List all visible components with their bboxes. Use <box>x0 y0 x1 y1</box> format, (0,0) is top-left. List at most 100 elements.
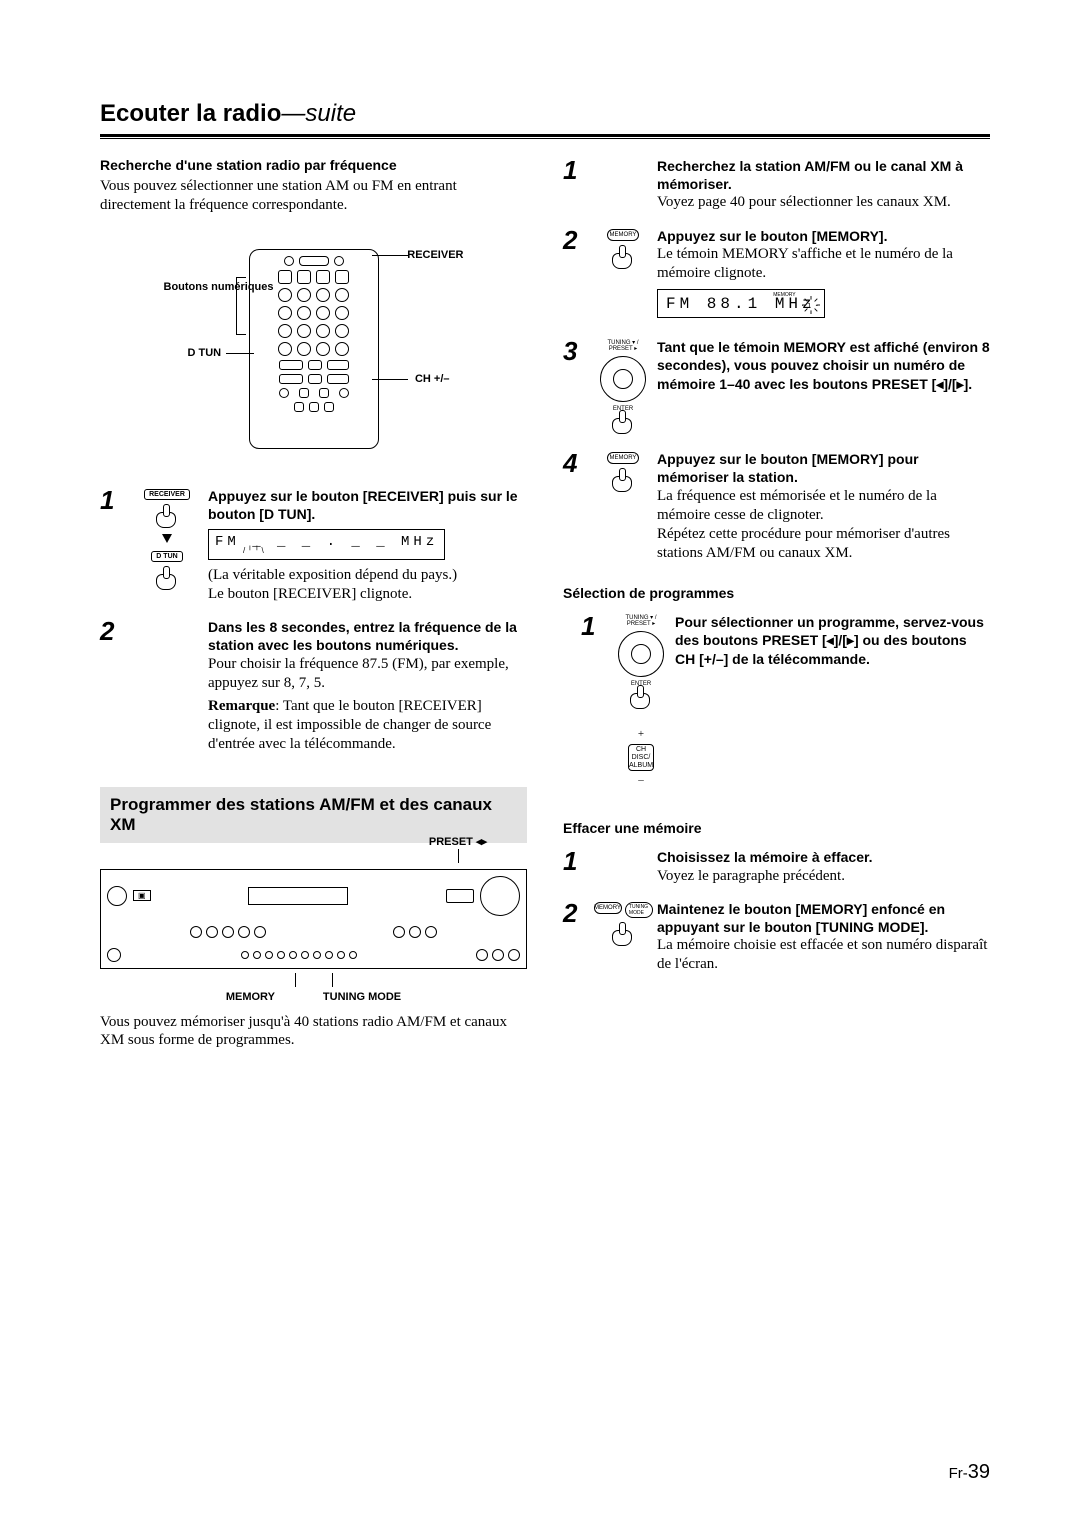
selection-step-1: 1 TUNING ▾ / PRESET ▸ ENTER + CH DISC/ A… <box>563 613 990 786</box>
left-step-2: 2 Dans les 8 secondes, entrez la fréquen… <box>100 618 527 754</box>
step-bold: Choisissez la mémoire à effacer. <box>657 848 990 866</box>
preset-label: PRESET ◂▸ <box>429 835 487 848</box>
page-num: 39 <box>968 1461 990 1483</box>
step-num: 1 <box>563 157 589 213</box>
memory-button-icon: MEMORY <box>607 229 639 241</box>
hand-icon <box>152 566 182 592</box>
step-content: Recherchez la station AM/FM ou le canal … <box>657 157 990 213</box>
erase-heading: Effacer une mémoire <box>563 820 990 836</box>
title-main: Ecouter la radio <box>100 100 281 127</box>
hand-icon <box>608 410 638 436</box>
hand-icon <box>608 245 638 271</box>
step-text: Pour choisir la fréquence 87.5 (FM), par… <box>208 655 527 693</box>
step-text: Le bouton [RECEIVER] clignote. <box>208 585 527 604</box>
step-num: 1 <box>581 613 607 786</box>
right-step-1: 1 Recherchez la station AM/FM ou le cana… <box>563 157 990 213</box>
tuning-mode-label: TUNING MODE <box>323 991 401 1003</box>
line <box>372 255 408 256</box>
diagram <box>599 157 647 213</box>
lcd-blink-icon: -1- <box>802 296 820 314</box>
ch-chip: CH DISC/ ALBUM <box>628 744 654 771</box>
program-text: Vous pouvez mémoriser jusqu'à 40 station… <box>100 1013 527 1051</box>
diagram: MEMORY TUNING MODE <box>599 900 647 975</box>
diagram: TUNING ▾ / PRESET ▸ ENTER + CH DISC/ ALB… <box>617 613 665 786</box>
remark-label: Remarque <box>208 698 275 714</box>
minus-icon: – <box>638 775 644 786</box>
label-receiver: RECEIVER <box>407 249 463 261</box>
lcd-display: FM 88.1 MHz MEMORY -1- <box>657 289 825 318</box>
step-num: 3 <box>563 338 589 436</box>
step-text: La fréquence est mémorisée et le numéro … <box>657 487 990 525</box>
step-bold: Tant que le témoin MEMORY est affiché (e… <box>657 338 990 393</box>
dtun-button-icon: D TUN <box>151 551 182 562</box>
page-prefix: Fr- <box>949 1465 968 1482</box>
receiver-diagram-wrap: PRESET ◂▸ ▣ <box>100 855 527 1003</box>
step-num: 1 <box>563 848 589 885</box>
remote-diagram <box>249 249 379 449</box>
erase-step-2: 2 MEMORY TUNING MODE Maintenez le bouton… <box>563 900 990 975</box>
diagram: TUNING ▾ / PRESET ▸ ENTER <box>599 338 647 436</box>
step-num: 1 <box>100 487 126 605</box>
step-content: Tant que le témoin MEMORY est affiché (e… <box>657 338 990 436</box>
dpad-top-label: TUNING ▾ / PRESET ▸ <box>599 340 647 352</box>
title-rule <box>100 134 990 139</box>
right-step-3: 3 TUNING ▾ / PRESET ▸ ENTER Tant que le … <box>563 338 990 436</box>
page-title: Ecouter la radio—suite <box>100 100 990 128</box>
memory-button-icon: MEMORY <box>594 902 622 914</box>
step-num: 2 <box>563 900 589 975</box>
step-content: Pour sélectionner un programme, servez-v… <box>675 613 990 786</box>
step-content: Appuyez sur le bouton [MEMORY] pour mémo… <box>657 450 990 563</box>
right-column: 1 Recherchez la station AM/FM ou le cana… <box>563 157 990 1060</box>
label-ch: CH +/– <box>415 373 450 385</box>
step-bold: Appuyez sur le bouton [MEMORY]. <box>657 227 990 245</box>
memory-button-icon: MEMORY <box>607 452 639 464</box>
step-bold: Pour sélectionner un programme, servez-v… <box>675 613 990 668</box>
step-text: Voyez le paragraphe précédent. <box>657 867 990 886</box>
lcd-memory-flag: MEMORY <box>773 292 795 298</box>
diagram: MEMORY <box>599 450 647 563</box>
step-num: 2 <box>100 618 126 754</box>
diagram <box>599 848 647 885</box>
hand-icon <box>608 922 638 948</box>
step-bold: Dans les 8 secondes, entrez la fréquence… <box>208 618 527 654</box>
step-num: 4 <box>563 450 589 563</box>
step-text: Répétez cette procédure pour mémoriser d… <box>657 525 990 563</box>
left-step-1: 1 RECEIVER D TUN Appuyez sur le bouton [… <box>100 487 527 605</box>
title-suite: suite <box>305 100 356 127</box>
right-step-2: 2 MEMORY Appuyez sur le bouton [MEMORY].… <box>563 227 990 325</box>
right-step-4: 4 MEMORY Appuyez sur le bouton [MEMORY] … <box>563 450 990 563</box>
tuning-mode-button-icon: TUNING MODE <box>625 902 653 918</box>
content-columns: Recherche d'une station radio par fréque… <box>100 157 990 1060</box>
arrow-down-icon <box>162 534 172 543</box>
diagram: MEMORY <box>599 227 647 325</box>
dpad-top-label: TUNING ▾ / PRESET ▸ <box>617 615 665 627</box>
plus-icon: + <box>638 729 644 740</box>
step2-diagram <box>136 618 198 754</box>
step-content: Maintenez le bouton [MEMORY] enfoncé en … <box>657 900 990 975</box>
step-bold: Recherchez la station AM/FM ou le canal … <box>657 157 990 193</box>
step-bold: Appuyez sur le bouton [MEMORY] pour mémo… <box>657 450 990 486</box>
search-heading: Recherche d'une station radio par fréque… <box>100 157 527 173</box>
dpad-icon <box>600 356 646 402</box>
page-number: Fr-39 <box>949 1461 990 1484</box>
label-dtun: D TUN <box>188 347 222 359</box>
dpad-icon <box>618 631 664 677</box>
search-intro: Vous pouvez sélectionner une station AM … <box>100 177 527 215</box>
line <box>236 277 246 335</box>
memory-label: MEMORY <box>226 991 275 1003</box>
step-content: Appuyez sur le bouton [MEMORY]. Le témoi… <box>657 227 990 325</box>
hand-icon <box>608 468 638 494</box>
step-text: (La véritable exposition dépend du pays.… <box>208 566 527 585</box>
receiver-diagram: ▣ <box>100 869 527 969</box>
hand-icon <box>626 685 656 711</box>
selection-heading: Sélection de programmes <box>563 585 990 601</box>
left-column: Recherche d'une station radio par fréque… <box>100 157 527 1060</box>
step-bold: Maintenez le bouton [MEMORY] enfoncé en … <box>657 900 990 936</box>
receiver-bottom-labels: MEMORY TUNING MODE <box>100 991 527 1003</box>
label-numeric: Boutons numériques <box>164 281 234 293</box>
line <box>372 379 408 380</box>
erase-step-1: 1 Choisissez la mémoire à effacer. Voyez… <box>563 848 990 885</box>
line <box>226 353 254 354</box>
receiver-button-icon: RECEIVER <box>144 489 190 500</box>
step-remark: Remarque: Tant que le bouton [RECEIVER] … <box>208 697 527 755</box>
